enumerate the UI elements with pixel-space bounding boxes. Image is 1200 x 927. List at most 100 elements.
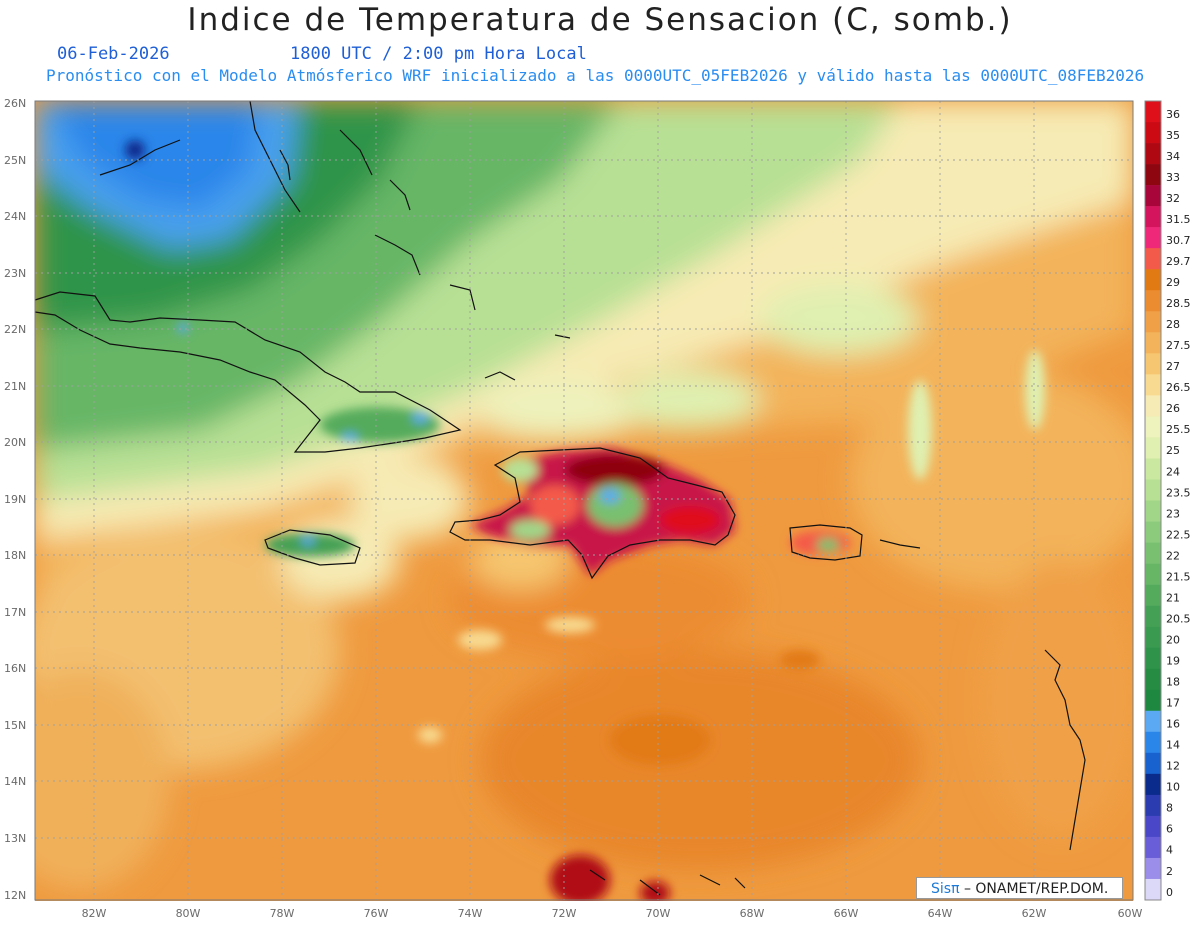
legend-label: 27 [1166, 360, 1180, 373]
legend-swatch [1145, 248, 1161, 270]
lon-label: 70W [646, 907, 671, 920]
legend-swatch [1145, 374, 1161, 396]
curacao-aruba [589, 869, 746, 896]
lat-label: 17N [4, 606, 26, 619]
jamaica-coast [264, 529, 361, 566]
legend-swatch [1145, 101, 1161, 123]
legend-label: 23.5 [1166, 486, 1191, 499]
graticule [35, 101, 1133, 900]
legend-label: 24 [1166, 465, 1180, 478]
legend-label: 30.7 [1166, 234, 1191, 247]
legend-label: 27.5 [1166, 339, 1191, 352]
legend-label: 4 [1166, 844, 1173, 857]
bahamas-3 [389, 179, 411, 211]
legend-label: 26.5 [1166, 381, 1191, 394]
legend-swatch [1145, 395, 1161, 417]
legend-swatch [1145, 122, 1161, 144]
lesser-antilles [1044, 649, 1086, 851]
legend-label: 19 [1166, 655, 1180, 668]
legend-swatch [1145, 479, 1161, 501]
lon-label: 64W [928, 907, 953, 920]
lat-label: 16N [4, 662, 26, 675]
legend-label: 29 [1166, 276, 1180, 289]
legend-swatch [1145, 143, 1161, 165]
lon-label: 76W [364, 907, 389, 920]
coastlines [34, 100, 1086, 896]
lon-label: 72W [552, 907, 577, 920]
lon-label: 62W [1022, 907, 1047, 920]
legend-swatch [1145, 647, 1161, 670]
legend-label: 29.7 [1166, 255, 1191, 268]
bahamas-1 [279, 149, 291, 181]
lat-label: 21N [4, 380, 26, 393]
lon-label: 74W [458, 907, 483, 920]
legend-swatch [1145, 731, 1161, 754]
lat-label: 13N [4, 832, 26, 845]
legend-swatch [1145, 458, 1161, 480]
legend-label: 16 [1166, 718, 1180, 731]
credit-text: – ONAMET/REP.DOM. [959, 881, 1109, 897]
virgin-islands [879, 539, 921, 549]
model-info: Pronóstico con el Modelo Atmósferico WRF… [46, 66, 1145, 85]
legend-label: 36 [1166, 108, 1180, 121]
puerto-rico-coast [789, 524, 863, 561]
legend-label: 17 [1166, 697, 1180, 710]
legend-label: 32 [1166, 192, 1180, 205]
color-legend: 363534333231.530.729.72928.52827.52726.5… [1144, 100, 1191, 901]
lat-label: 24N [4, 210, 26, 223]
chart-title: Indice de Temperatura de Sensacion (C, s… [187, 2, 1013, 38]
hispaniola-hotspots [470, 448, 850, 575]
legend-label: 10 [1166, 781, 1180, 794]
legend-swatch [1145, 290, 1161, 312]
legend-label: 14 [1166, 739, 1180, 752]
bahamas-5 [449, 284, 476, 311]
latitude-labels: 26N 25N 24N 23N 22N 21N 20N 19N 18N 17N … [4, 97, 26, 902]
legend-label: 22.5 [1166, 528, 1191, 541]
legend-swatch [1145, 353, 1161, 375]
legend-swatch [1145, 668, 1161, 691]
lat-label: 19N [4, 493, 26, 506]
legend-label: 31.5 [1166, 213, 1191, 226]
forecast-date: 06-Feb-2026 [57, 44, 170, 64]
legend-swatch [1145, 164, 1161, 186]
legend-swatch [1145, 605, 1161, 627]
hispaniola-coast [449, 447, 736, 580]
legend-swatch [1145, 437, 1161, 459]
legend-label: 0 [1166, 886, 1173, 899]
legend-swatch [1145, 584, 1161, 606]
legend-swatch [1145, 269, 1161, 291]
legend-label: 33 [1166, 171, 1180, 184]
legend-swatch [1145, 521, 1161, 543]
legend-swatch [1145, 710, 1161, 733]
legend-label: 21.5 [1166, 570, 1191, 583]
legend-swatch [1145, 857, 1161, 880]
caicos [554, 334, 571, 339]
lat-label: 26N [4, 97, 26, 110]
legend-swatch [1145, 689, 1161, 712]
legend-label: 22 [1166, 549, 1180, 562]
legend-swatch [1145, 332, 1161, 354]
brand-logo: Sisπ [931, 881, 960, 897]
lat-label: 23N [4, 267, 26, 280]
legend-swatch [1145, 500, 1161, 522]
legend-frame [1144, 100, 1162, 901]
legend-swatch [1145, 416, 1161, 438]
bahamas-6 [484, 371, 516, 381]
lat-label: 22N [4, 323, 26, 336]
legend-label: 20 [1166, 633, 1180, 646]
legend-swatch [1145, 185, 1161, 207]
legend-label: 28.5 [1166, 297, 1191, 310]
lon-label: 66W [834, 907, 859, 920]
legend-swatch [1145, 836, 1161, 859]
lat-label: 25N [4, 154, 26, 167]
longitude-labels: 82W 80W 78W 76W 74W 72W 70W 68W 66W 64W … [82, 907, 1143, 920]
legend-swatch [1145, 626, 1161, 648]
forecast-time: 1800 UTC / 2:00 pm Hora Local [290, 44, 587, 64]
lon-label: 78W [270, 907, 295, 920]
legend-swatch [1145, 815, 1161, 838]
lat-label: 14N [4, 775, 26, 788]
legend-label: 28 [1166, 318, 1180, 331]
temperature-field [35, 101, 1133, 901]
bahamas-4 [374, 234, 421, 276]
